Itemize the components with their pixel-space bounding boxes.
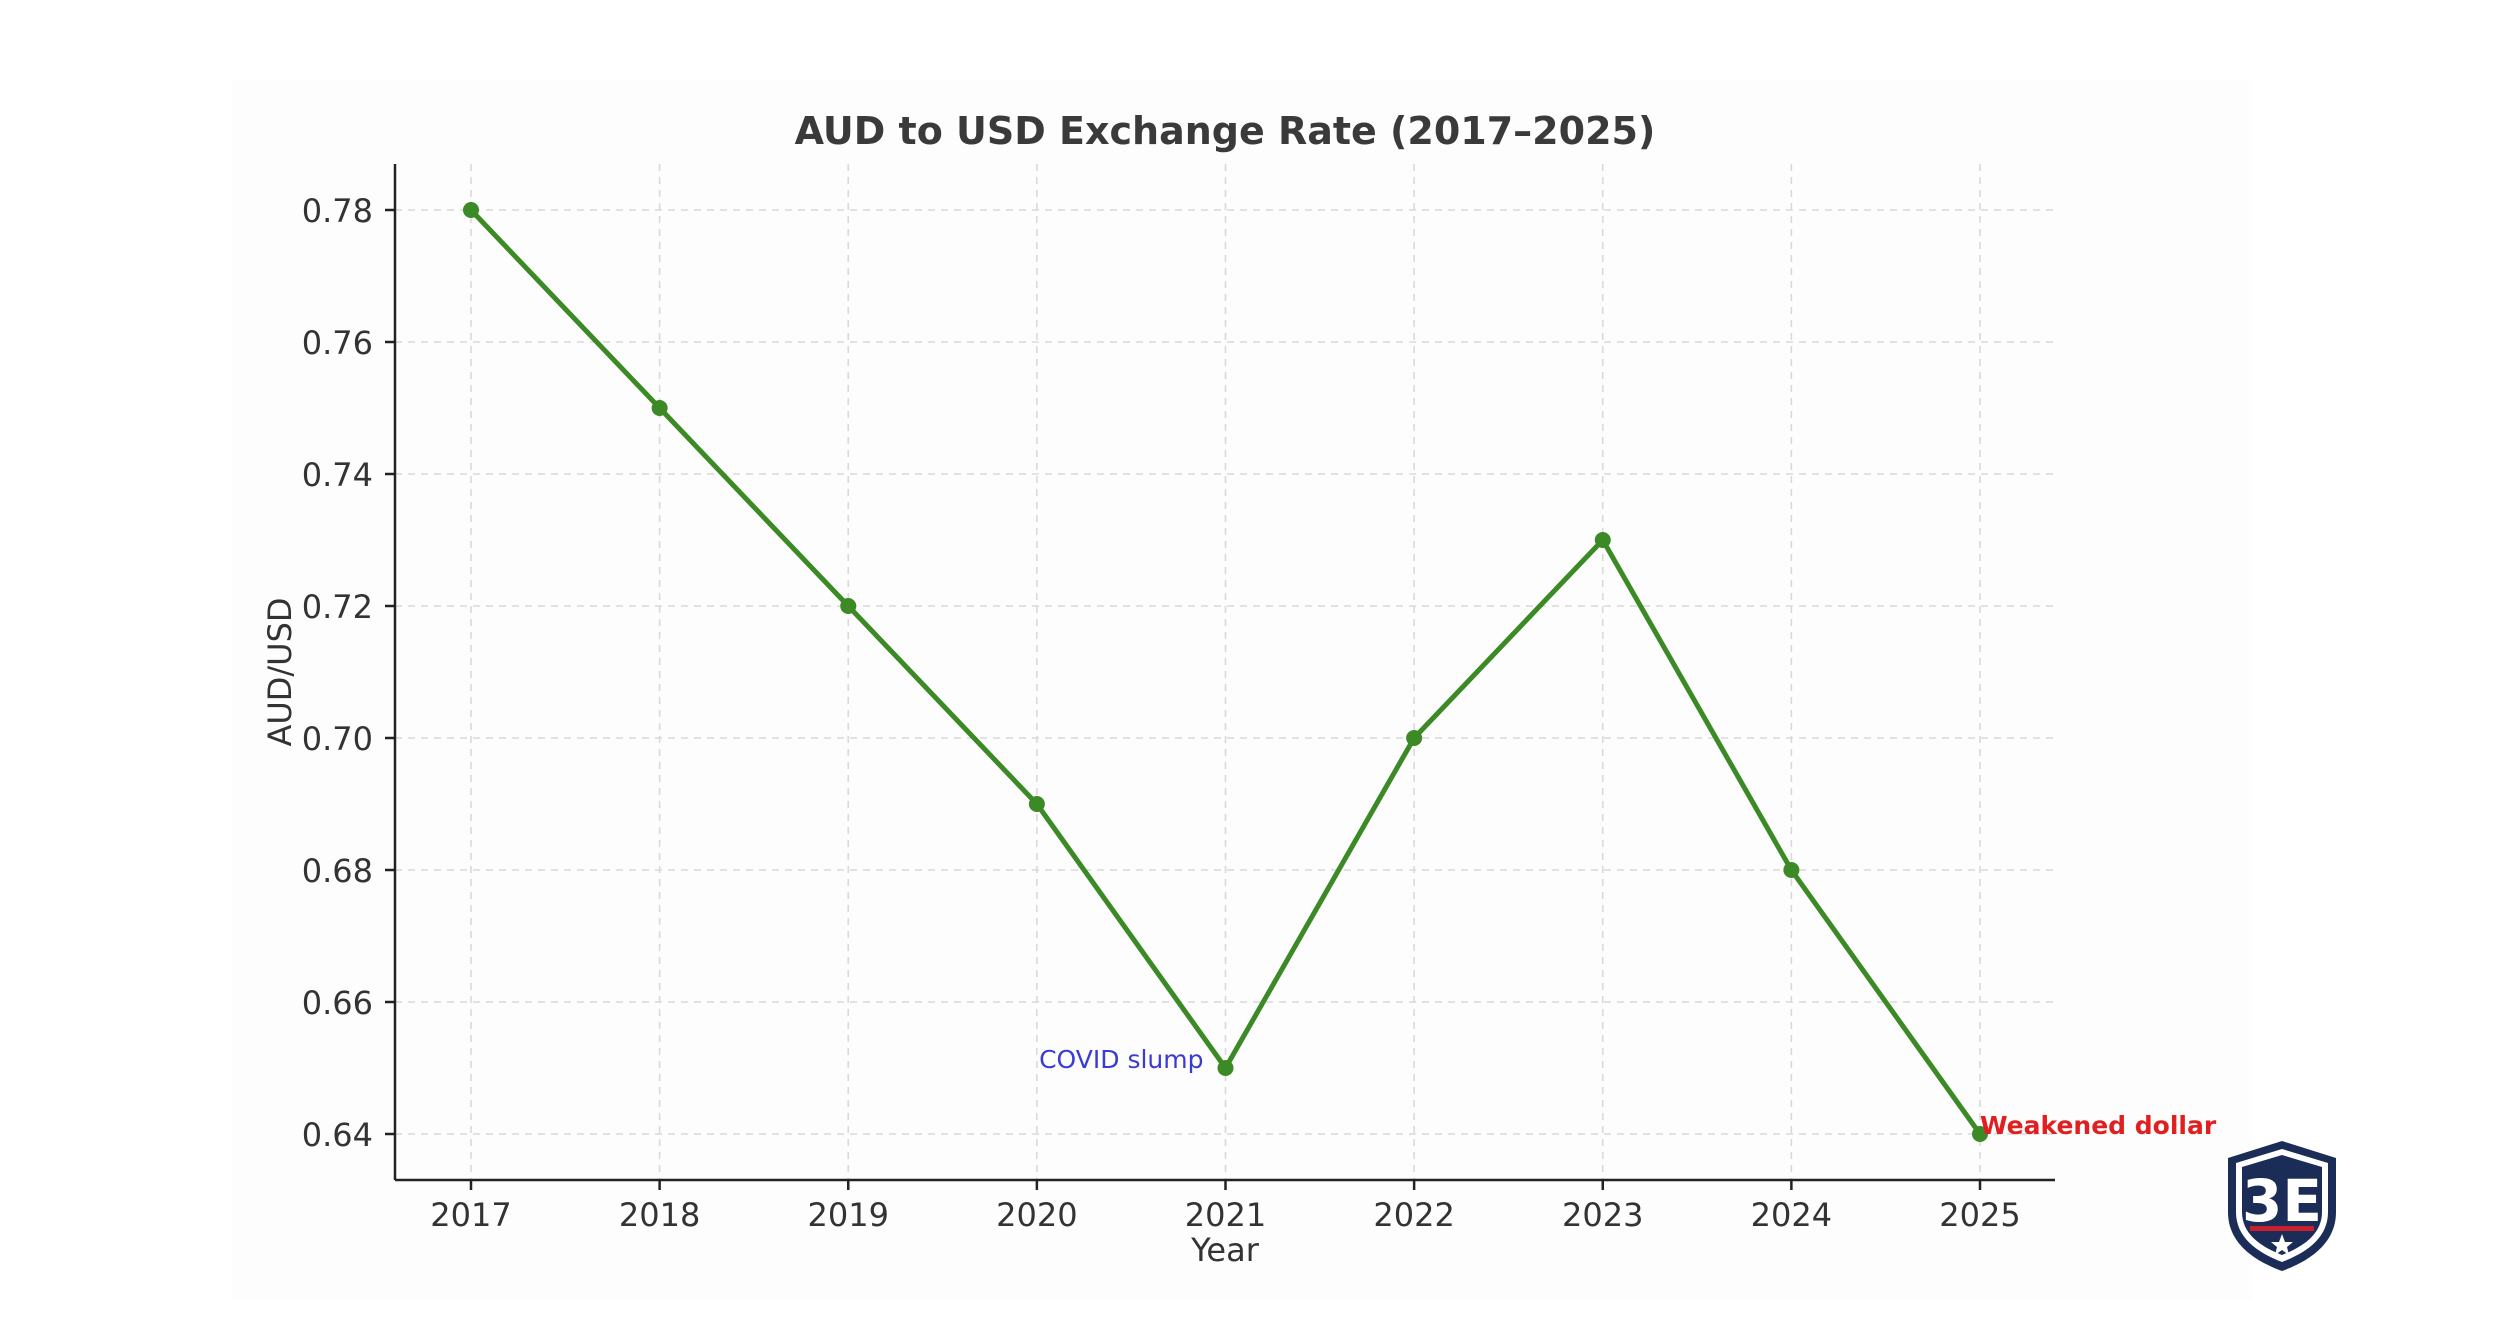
data-point bbox=[1217, 1060, 1234, 1076]
data-point bbox=[1783, 862, 1800, 878]
x-tick-label: 2024 bbox=[1751, 1196, 1832, 1234]
y-tick-label: 0.66 bbox=[302, 984, 373, 1022]
y-tick-label: 0.70 bbox=[302, 720, 373, 758]
x-tick-label: 2021 bbox=[1185, 1196, 1266, 1234]
logo-lettering: 3E bbox=[2242, 1167, 2322, 1235]
data-point bbox=[1406, 730, 1423, 746]
x-tick-label: 2020 bbox=[996, 1196, 1077, 1234]
data-point bbox=[1972, 1126, 1988, 1142]
data-point bbox=[463, 202, 479, 218]
data-point bbox=[840, 598, 857, 614]
chart-title: AUD to USD Exchange Rate (2017–2025) bbox=[795, 109, 1656, 153]
grid bbox=[395, 164, 2055, 1180]
tick-labels: 0.64 0.66 0.68 0.70 0.72 0.74 0.76 0.78 2017 2018… bbox=[302, 192, 2021, 1234]
annotation-covid-slump: COVID slump bbox=[1039, 1045, 1203, 1074]
y-tick-label: 0.64 bbox=[302, 1116, 373, 1154]
data-point bbox=[651, 400, 668, 416]
data-point bbox=[1028, 796, 1045, 812]
data-point bbox=[1594, 532, 1611, 548]
y-tick-label: 0.74 bbox=[302, 456, 373, 494]
chart-panel bbox=[232, 80, 2252, 1300]
x-tick-label: 2019 bbox=[808, 1196, 889, 1234]
annotations: COVID slump Weakened dollar bbox=[1039, 1045, 2217, 1140]
y-tick-label: 0.76 bbox=[302, 324, 373, 362]
x-tick-label: 2025 bbox=[1939, 1196, 2020, 1234]
y-axis-label: AUD/USD bbox=[261, 597, 299, 746]
x-tick-label: 2022 bbox=[1373, 1196, 1454, 1234]
x-tick-label: 2017 bbox=[430, 1196, 511, 1234]
star-icon bbox=[2271, 1234, 2293, 1255]
y-tick-label: 0.78 bbox=[302, 192, 373, 230]
x-tick-label: 2018 bbox=[619, 1196, 700, 1234]
x-axis-label: Year bbox=[1190, 1231, 1260, 1269]
shield-star-logo: 3E bbox=[2228, 1141, 2336, 1271]
annotation-weakened-dollar: Weakened dollar bbox=[1980, 1111, 2217, 1140]
y-tick-label: 0.72 bbox=[302, 588, 373, 626]
y-tick-label: 0.68 bbox=[302, 852, 373, 890]
x-tick-label: 2023 bbox=[1562, 1196, 1643, 1234]
series bbox=[463, 202, 1988, 1142]
